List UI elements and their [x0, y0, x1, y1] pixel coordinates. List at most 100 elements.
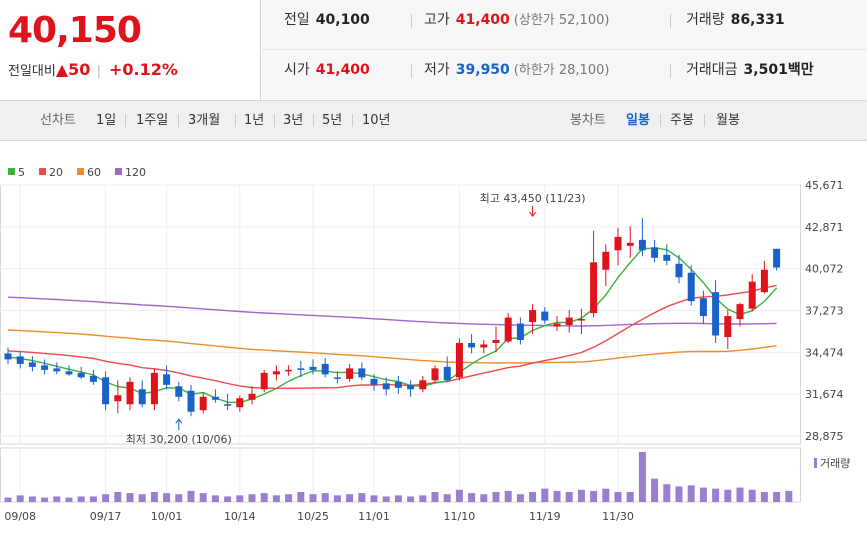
upper-limit: (상한가 52,100): [513, 13, 610, 28]
volume-bar: [285, 494, 293, 502]
low-price: 저가 39,950 (하한가 28,100): [424, 50, 609, 99]
legend-label-120: 120: [125, 166, 146, 179]
volume-bar: [492, 492, 500, 502]
volume-bar: [187, 490, 195, 502]
x-tick-label: 11/10: [444, 510, 476, 523]
volume-bar: [785, 490, 793, 502]
candle-body: [211, 396, 219, 400]
candle-body: [431, 368, 439, 381]
divider: [670, 64, 671, 78]
candle-body: [394, 381, 402, 388]
volume-bar: [577, 489, 585, 502]
y-tick-label: 37,273: [805, 305, 844, 318]
volume-bar: [16, 495, 24, 502]
candle-body: [138, 389, 146, 405]
y-tick-label: 34,474: [805, 346, 844, 359]
volume-bar: [89, 496, 97, 502]
y-tick-label: 28,875: [805, 430, 844, 443]
y-tick-label: 45,671: [805, 179, 844, 192]
candle-body: [577, 319, 585, 321]
candle-body: [28, 362, 36, 367]
candle-body: [41, 365, 49, 370]
divider: [704, 114, 705, 127]
volume-bar: [431, 492, 439, 502]
volume-bar: [590, 490, 598, 502]
open-value: 41,400: [315, 62, 370, 78]
candle-body: [492, 339, 500, 343]
divider: [274, 114, 275, 127]
lower-limit: (하한가 28,100): [513, 63, 610, 78]
x-tick-label: 09/17: [90, 510, 122, 523]
x-tick-label: 11/30: [602, 510, 634, 523]
volume-legend-label: 거래량: [820, 457, 850, 470]
candle-body: [236, 398, 244, 408]
candle-body: [504, 317, 512, 342]
candle-body: [114, 395, 122, 402]
candle-body: [590, 262, 598, 314]
divider: [125, 114, 126, 127]
candle-body: [297, 368, 305, 370]
candle-body: [468, 342, 476, 348]
legend-label-20: 20: [49, 166, 63, 179]
period-daily[interactable]: 일봉: [626, 113, 650, 128]
candle-body: [516, 323, 524, 340]
open-label: 시가: [284, 62, 310, 78]
range-10y[interactable]: 10년: [362, 113, 391, 128]
volume-bar: [309, 494, 317, 502]
volume: 거래량 86,331: [686, 0, 785, 49]
volume-bar: [163, 493, 171, 502]
volume-bar: [760, 492, 768, 502]
change-separator: |: [96, 64, 101, 79]
period-weekly[interactable]: 주봉: [670, 113, 694, 128]
candle-body: [382, 383, 390, 390]
legend-label-5: 5: [18, 166, 25, 179]
volume-bar: [199, 493, 207, 502]
range-1y[interactable]: 1년: [244, 113, 265, 128]
volume-bar: [358, 493, 366, 502]
volume-bar: [516, 494, 524, 502]
volume-bar: [504, 490, 512, 502]
candle-body: [309, 366, 317, 370]
volume-bar: [687, 485, 695, 502]
volume-bar: [748, 489, 756, 502]
range-3m[interactable]: 3개월: [188, 113, 221, 128]
candle-body: [638, 239, 646, 251]
range-1w[interactable]: 1주일: [136, 113, 169, 128]
candle-body: [748, 281, 756, 309]
candle-body: [272, 371, 280, 375]
candle-body: [77, 372, 85, 378]
candle-body: [614, 236, 622, 251]
volume-bar: [53, 496, 61, 502]
volume-bar: [4, 497, 12, 502]
y-tick-label: 42,871: [805, 221, 844, 234]
candle-body: [480, 344, 488, 348]
volume-bar: [175, 494, 183, 502]
volume-bar: [468, 493, 476, 502]
candle-body: [529, 310, 537, 323]
volume-bar: [553, 490, 561, 502]
candle-body: [541, 311, 549, 321]
trade-amount: 거래대금 3,501백만: [686, 50, 814, 99]
low-annotation: 최저 30,200 (10/06): [126, 433, 232, 446]
volume-bar: [407, 496, 415, 502]
candle-body: [651, 247, 659, 258]
x-tick-label: 10/25: [297, 510, 329, 523]
volume-legend-swatch: [814, 458, 817, 468]
divider: [313, 114, 314, 127]
volume-bar: [28, 496, 36, 502]
summary-grid: 전일 40,100 고가 41,400 (상한가 52,100) 거래량 86,331 …: [262, 0, 867, 100]
volume-bar: [333, 495, 341, 502]
summary-row-2: 시가 41,400 저가 39,950 (하한가 28,100) 거래대금 3,501백…: [262, 50, 867, 99]
range-3y[interactable]: 3년: [283, 113, 304, 128]
candle-body: [260, 372, 268, 390]
candle-body: [224, 404, 232, 406]
legend-swatch-60: [77, 168, 84, 175]
volume-bar: [126, 493, 134, 502]
period-monthly[interactable]: 월봉: [716, 113, 740, 128]
y-tick-label: 31,674: [805, 388, 844, 401]
range-5y[interactable]: 5년: [322, 113, 343, 128]
legend-swatch-5: [8, 168, 15, 175]
volume-bar: [480, 494, 488, 502]
prev-close-value: 40,100: [315, 12, 370, 28]
range-1d[interactable]: 1일: [96, 113, 117, 128]
